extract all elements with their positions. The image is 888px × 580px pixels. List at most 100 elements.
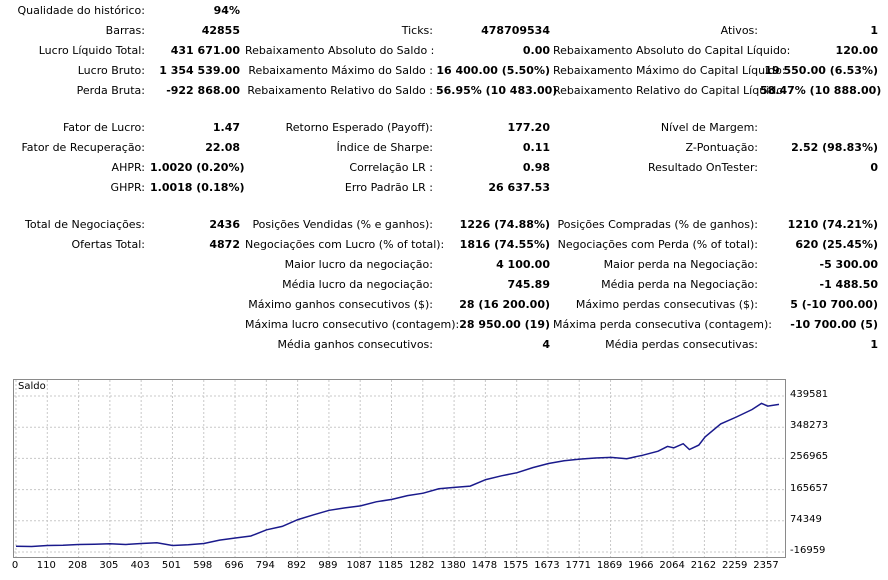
y-tick-label: -16959: [790, 545, 826, 556]
label-max-lucro-consec-cont: Máxima lucro consecutivo (contagem):: [245, 318, 460, 331]
value-rebaix-abs-capital: 120.00: [835, 44, 878, 57]
x-tick-label: 1380: [440, 560, 466, 571]
x-tick-label: 1575: [502, 560, 529, 571]
chart-title: Saldo: [18, 381, 46, 392]
label-erro-padrao-lr: Erro Padrão LR :: [344, 181, 433, 194]
value-max-perdas-consec: 5 (-10 700.00): [790, 298, 878, 311]
value-perda-bruta: -922 868.00: [166, 84, 240, 97]
x-tick-label: 403: [130, 560, 150, 571]
value-rebaix-max-capital: 19 550.00 (6.53%): [764, 64, 878, 77]
value-rebaix-max-saldo: 16 400.00 (5.50%): [436, 64, 550, 77]
label-max-perdas-consec: Máximo perdas consecutivas ($):: [575, 298, 758, 311]
value-lucro-liquido: 431 671.00: [170, 44, 240, 57]
label-media-lucro: Média lucro da negociação:: [282, 278, 433, 291]
x-tick-label: 1185: [377, 560, 404, 571]
value-maior-perda: -5 300.00: [819, 258, 879, 271]
label-nivel-margem: Nível de Margem:: [660, 121, 758, 134]
value-ticks: 478709534: [481, 24, 550, 37]
label-retorno-esperado: Retorno Esperado (Payoff):: [285, 121, 433, 134]
balance-chart: [13, 379, 786, 558]
value-ativos: 1: [870, 24, 878, 37]
x-tick-label: 989: [318, 560, 338, 571]
label-maior-perda: Maior perda na Negociação:: [603, 258, 758, 271]
x-tick-label: 1478: [471, 560, 498, 571]
label-rebaix-abs-saldo: Rebaixamento Absoluto do Saldo :: [245, 44, 435, 57]
label-media-perda: Média perda na Negociação:: [601, 278, 758, 291]
y-tick-label: 348273: [790, 420, 829, 432]
x-tick-label: 2162: [690, 560, 717, 571]
x-tick-label: 501: [161, 560, 181, 571]
label-media-ganhos-consec: Média ganhos consecutivos:: [277, 338, 433, 351]
x-tick-label: 305: [99, 560, 119, 571]
value-indice-sharpe: 0.11: [522, 141, 550, 154]
label-qualidade: Qualidade do histórico:: [17, 4, 145, 17]
label-neg-com-perda: Negociações com Perda (% of total):: [557, 238, 758, 251]
label-lucro-bruto: Lucro Bruto:: [77, 64, 145, 77]
label-perda-bruta: Perda Bruta:: [76, 84, 145, 97]
label-rebaix-abs-capital: Rebaixamento Absoluto do Capital Líquido…: [553, 44, 791, 57]
x-tick-label: 696: [224, 560, 244, 571]
label-indice-sharpe: Índice de Sharpe:: [336, 141, 434, 154]
label-ativos: Ativos:: [720, 24, 758, 37]
label-max-ganhos-consec: Máximo ganhos consecutivos ($):: [248, 298, 433, 311]
value-resultado-ontester: 0: [870, 161, 878, 174]
x-tick-label: 110: [36, 560, 56, 571]
value-rebaix-rel-saldo: 56.95% (10 483.00): [436, 84, 558, 97]
value-retorno-esperado: 177.20: [507, 121, 550, 134]
label-neg-com-lucro: Negociações com Lucro (% of total):: [245, 238, 445, 251]
value-neg-com-lucro: 1816 (74.55%): [459, 238, 550, 251]
label-rebaix-rel-capital: Rebaixamento Relativo do Capital Líquido…: [553, 84, 787, 97]
x-tick-label: 208: [68, 560, 88, 571]
value-correlacao-lr: 0.98: [522, 161, 550, 174]
label-barras: Barras:: [105, 24, 145, 37]
value-max-perda-consec-cont: -10 700.00 (5): [790, 318, 878, 331]
value-barras: 42855: [201, 24, 240, 37]
x-tick-label: 1087: [346, 560, 372, 571]
value-media-ganhos-consec: 4: [542, 338, 550, 351]
value-media-perdas-consec: 1: [870, 338, 878, 351]
value-total-negociacoes: 2436: [209, 218, 240, 231]
value-fator-lucro: 1.47: [212, 121, 240, 134]
x-tick-label: 1673: [534, 560, 560, 571]
label-lucro-liquido: Lucro Líquido Total:: [38, 44, 145, 57]
value-posicoes-compradas: 1210 (74.21%): [787, 218, 878, 231]
value-maior-lucro: 4 100.00: [496, 258, 550, 271]
label-ofertas-total: Ofertas Total:: [71, 238, 146, 251]
value-media-perda: -1 488.50: [819, 278, 879, 291]
x-tick-label: 2357: [753, 560, 779, 571]
value-z-pontuacao: 2.52 (98.83%): [791, 141, 878, 154]
x-tick-label: 598: [193, 560, 213, 571]
value-ghpr: 1.0018 (0.18%): [150, 181, 245, 194]
label-posicoes-compradas: Posições Compradas (% de ganhos):: [557, 218, 758, 231]
value-qualidade: 94%: [213, 4, 240, 17]
value-fator-recuperacao: 22.08: [205, 141, 240, 154]
label-media-perdas-consec: Média perdas consecutivas:: [605, 338, 758, 351]
x-tick-label: 2064: [659, 560, 685, 571]
label-ticks: Ticks:: [401, 24, 433, 37]
x-tick-label: 892: [287, 560, 307, 571]
value-posicoes-vendidas: 1226 (74.88%): [459, 218, 550, 231]
value-media-lucro: 745.89: [507, 278, 550, 291]
label-fator-recuperacao: Fator de Recuperação:: [21, 141, 145, 154]
x-tick-label: 794: [255, 560, 275, 571]
x-tick-label: 1771: [565, 560, 591, 571]
x-tick-label: 1869: [596, 560, 623, 571]
value-lucro-bruto: 1 354 539.00: [159, 64, 240, 77]
label-maior-lucro: Maior lucro da negociação:: [284, 258, 433, 271]
label-ghpr: GHPR:: [110, 181, 145, 194]
label-total-negociacoes: Total de Negociações:: [25, 218, 145, 231]
value-ahpr: 1.0020 (0.20%): [150, 161, 245, 174]
label-rebaix-max-saldo: Rebaixamento Máximo do Saldo :: [248, 64, 433, 77]
value-rebaix-abs-saldo: 0.00: [522, 44, 550, 57]
label-z-pontuacao: Z-Pontuação:: [685, 141, 758, 154]
y-tick-label: 439581: [790, 389, 829, 400]
value-neg-com-perda: 620 (25.45%): [795, 238, 878, 251]
x-tick-label: 2259: [721, 560, 748, 571]
x-tick-label: 1966: [628, 560, 654, 571]
y-tick-label: 256965: [790, 451, 829, 463]
x-tick-label: 1282: [409, 560, 435, 571]
label-max-perda-consec-cont: Máxima perda consecutiva (contagem):: [553, 318, 772, 331]
x-tick-label: 0: [11, 560, 19, 571]
label-rebaix-max-capital: Rebaixamento Máximo do Capital Líquido:: [553, 64, 786, 77]
y-tick-label: 74349: [790, 513, 822, 525]
